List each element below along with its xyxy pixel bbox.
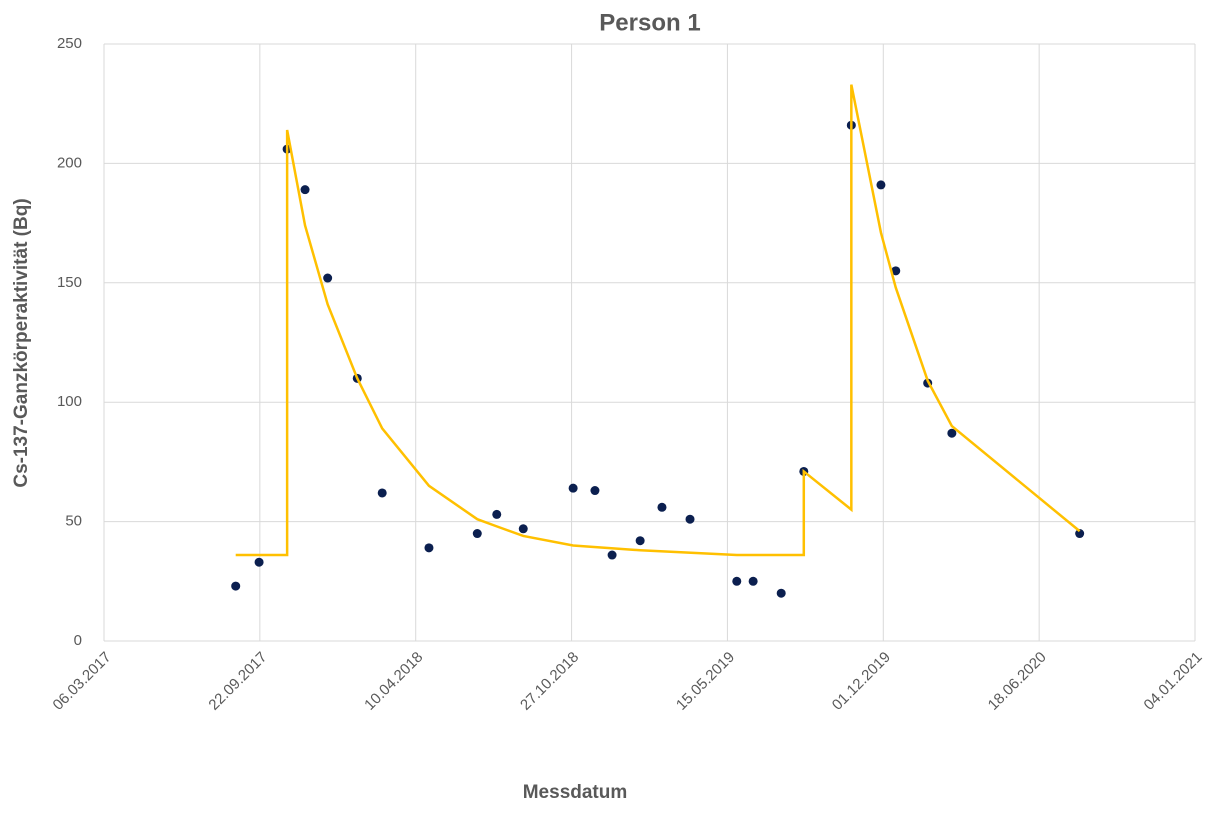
point xyxy=(657,502,667,512)
point xyxy=(607,550,617,560)
y-tick-label: 0 xyxy=(74,632,82,649)
point xyxy=(876,180,886,190)
y-tick-label: 50 xyxy=(65,513,82,530)
x-tick-label: 04.01.2021 xyxy=(1141,649,1206,714)
point xyxy=(300,185,310,195)
point xyxy=(947,428,957,438)
point xyxy=(590,486,600,496)
x-tick-label: 18.06.2020 xyxy=(985,649,1050,714)
y-axis-label: Cs-137-Ganzkörperaktivität (Bq) xyxy=(11,198,32,487)
point xyxy=(254,557,264,567)
x-tick-label: 27.10.2018 xyxy=(517,649,582,714)
point xyxy=(231,581,241,591)
point xyxy=(776,588,786,598)
point xyxy=(518,524,528,534)
point xyxy=(732,576,742,586)
point xyxy=(748,576,758,586)
x-tick-label: 06.03.2017 xyxy=(50,649,115,714)
point xyxy=(685,514,695,524)
chart-title: Person 1 xyxy=(599,9,700,36)
x-tick-label: 15.05.2019 xyxy=(673,649,738,714)
point xyxy=(492,509,502,519)
point xyxy=(635,536,645,546)
point xyxy=(424,543,434,553)
x-tick-label: 01.12.2019 xyxy=(829,649,894,714)
point xyxy=(323,273,333,283)
line xyxy=(235,84,1081,557)
y-tick-label: 150 xyxy=(57,274,82,291)
x-tick-label: 10.04.2018 xyxy=(361,649,426,714)
point xyxy=(1075,529,1085,539)
x-axis-label: Messdatum xyxy=(523,782,628,803)
point xyxy=(568,483,578,493)
point xyxy=(472,529,482,539)
x-tick-label: 22.09.2017 xyxy=(205,649,270,714)
point xyxy=(891,266,901,276)
y-tick-label: 250 xyxy=(57,35,82,52)
point xyxy=(377,488,387,498)
y-tick-label: 200 xyxy=(57,154,82,171)
y-tick-label: 100 xyxy=(57,393,82,410)
